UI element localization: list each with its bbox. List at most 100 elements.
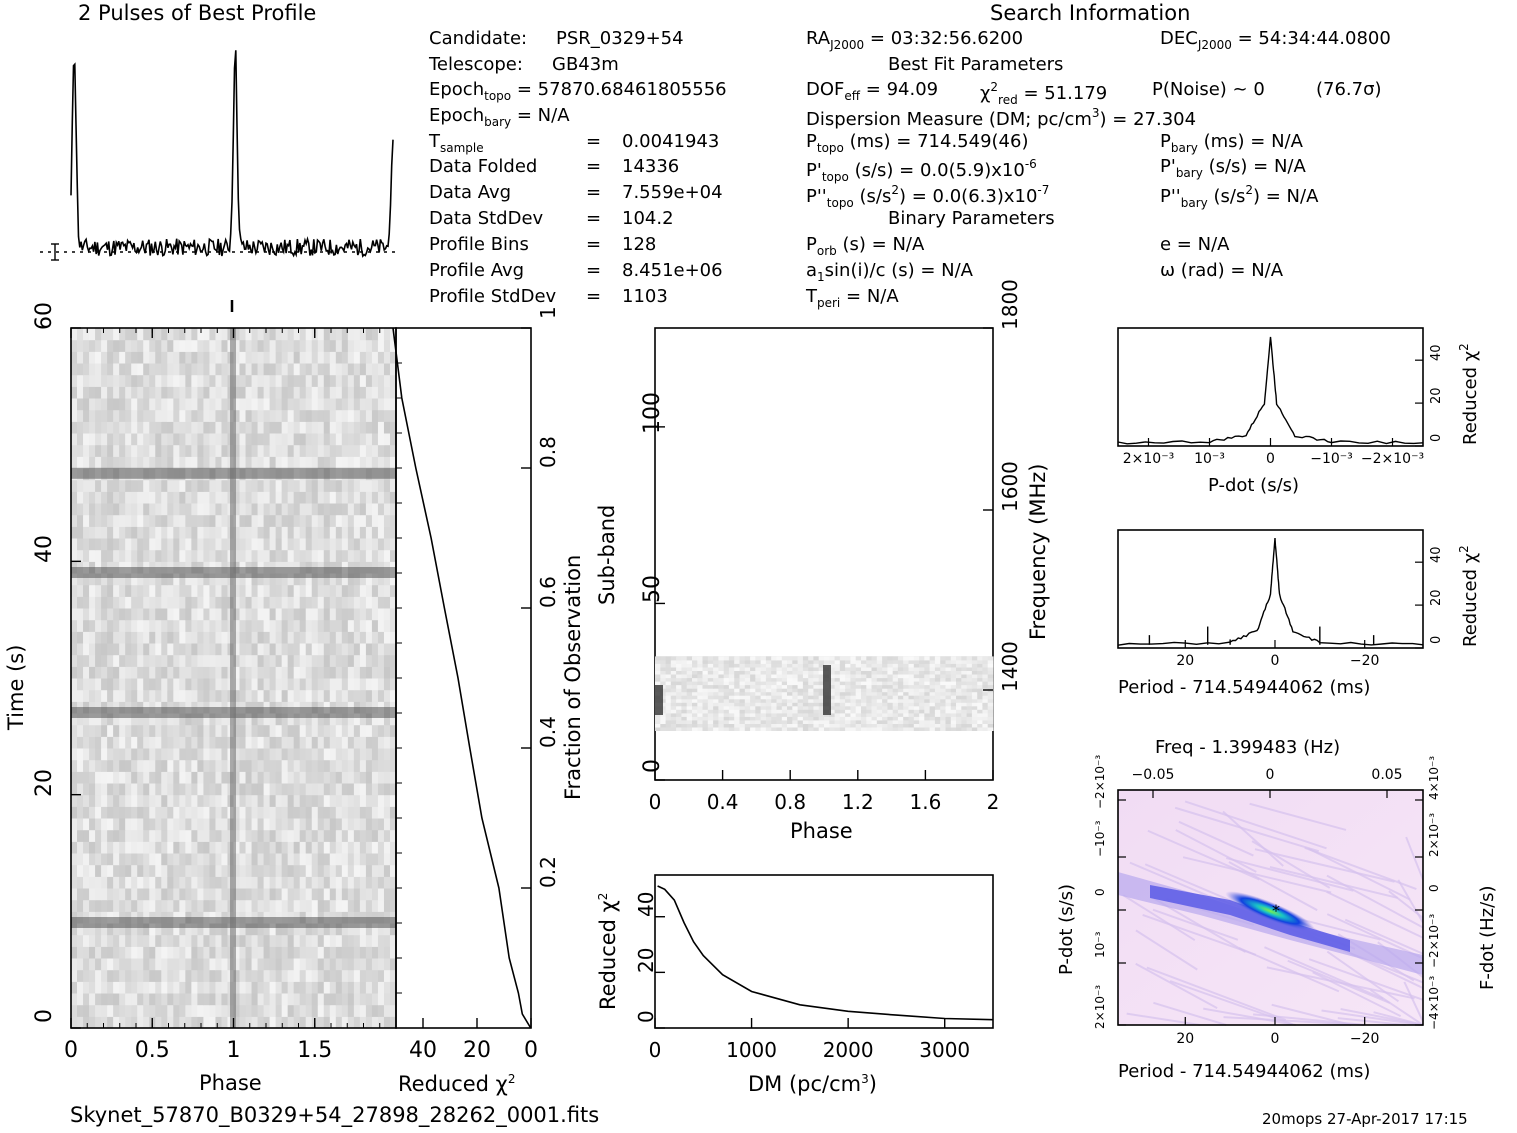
time-phase-cell <box>107 958 114 971</box>
time-phase-cell <box>353 339 361 352</box>
time-phase-cell <box>173 899 180 912</box>
time-phase-cell <box>371 888 379 901</box>
time-phase-cell <box>347 1016 355 1029</box>
subband-cell <box>961 702 968 707</box>
subband-cell <box>977 659 983 664</box>
time-phase-cell <box>101 806 108 819</box>
time-phase-cell <box>173 759 180 772</box>
time-phase-cell <box>137 1016 144 1029</box>
time-phase-cell <box>299 829 307 842</box>
time-phase-cell <box>263 351 271 364</box>
subband-cell <box>855 723 862 728</box>
time-phase-cell <box>251 818 259 831</box>
subband-cell <box>797 702 804 707</box>
time-phase-cell <box>299 853 307 866</box>
subband-cell <box>892 705 899 710</box>
time-phase-cell <box>95 643 102 656</box>
time-phase-cell <box>371 421 379 434</box>
time-phase-cell <box>263 748 271 761</box>
time-phase-cell <box>101 969 108 982</box>
subband-cell <box>966 702 973 707</box>
subband-cell <box>924 723 931 728</box>
time-phase-cell <box>371 969 379 982</box>
subband-cell <box>713 727 719 731</box>
time-phase-cell <box>275 456 283 469</box>
time-phase-cell <box>341 619 349 632</box>
time-phase-cell <box>269 794 277 807</box>
subband-cell <box>913 702 920 707</box>
time-phase-cell <box>281 876 289 889</box>
time-phase-cell <box>113 386 120 399</box>
subband-cell <box>861 656 867 661</box>
time-phase-cell <box>221 503 228 516</box>
time-phase-cell <box>173 783 180 796</box>
time-phase-cell <box>143 643 150 656</box>
time-phase-cell <box>71 433 78 446</box>
subband-cell <box>728 716 735 721</box>
subband-cell <box>670 705 677 710</box>
subband-cell <box>982 720 989 724</box>
time-phase-cell <box>335 374 343 387</box>
time-phase-cell <box>119 724 126 737</box>
subband-cell <box>966 684 973 689</box>
time-phase-cell <box>83 841 90 854</box>
time-phase-cell <box>251 841 259 854</box>
time-phase-cell <box>203 934 210 947</box>
time-phase-cell <box>131 584 138 597</box>
time-phase-cell <box>209 526 216 539</box>
subband-cell <box>892 691 899 696</box>
subband-cell <box>813 677 820 682</box>
time-phase-cell <box>215 456 222 469</box>
time-phase-cell <box>293 491 301 504</box>
time-phase-cell <box>251 864 259 877</box>
time-phase-cell <box>209 969 216 982</box>
time-phase-cell <box>335 806 343 819</box>
subband-cell <box>670 667 677 671</box>
time-phase-cell <box>299 596 307 609</box>
time-phase-cell <box>287 783 295 796</box>
time-phase-cell <box>185 958 192 971</box>
time-phase-cell <box>197 783 204 796</box>
subband-cell <box>897 709 904 714</box>
time-phase-cell <box>359 806 367 819</box>
time-phase-cell <box>251 689 259 702</box>
time-phase-cell <box>167 398 174 411</box>
subband-cell <box>818 709 825 714</box>
time-phase-cell <box>161 386 168 399</box>
pp-r-tick-label: −2×10⁻³ <box>1427 913 1441 968</box>
subband-cell <box>977 681 983 686</box>
subband-cell <box>781 681 788 686</box>
time-phase-cell <box>167 619 174 632</box>
time-phase-cell <box>221 923 228 936</box>
time-phase-cell <box>335 888 343 901</box>
time-phase-cell <box>299 713 307 726</box>
time-phase-cell <box>185 433 192 446</box>
time-phase-cell <box>233 981 240 994</box>
time-phase-cell <box>89 608 96 621</box>
time-phase-cell <box>365 934 373 947</box>
time-phase-cell <box>323 433 331 446</box>
time-phase-cell <box>71 829 78 842</box>
time-phase-cell <box>353 433 361 446</box>
subband-cell <box>971 667 978 671</box>
subband-cell <box>987 698 994 703</box>
subband-cell <box>739 709 746 714</box>
time-phase-cell <box>77 584 84 597</box>
time-phase-cell <box>119 759 126 772</box>
time-phase-cell <box>197 351 204 364</box>
time-phase-cell <box>365 899 373 912</box>
subband-cell <box>892 688 899 693</box>
subband-cell <box>834 667 841 671</box>
time-phase-cell <box>251 538 259 551</box>
subband-cell <box>834 688 841 693</box>
time-phase-cell <box>233 666 240 679</box>
time-phase-cell <box>389 631 397 644</box>
subband-cell <box>728 659 735 664</box>
subband-cell <box>681 663 688 668</box>
time-phase-cell <box>197 876 204 889</box>
subband-cell <box>802 670 809 675</box>
time-phase-cell <box>119 969 126 982</box>
time-phase-cell <box>281 899 289 912</box>
time-phase-cell <box>359 829 367 842</box>
time-phase-cell <box>215 853 222 866</box>
